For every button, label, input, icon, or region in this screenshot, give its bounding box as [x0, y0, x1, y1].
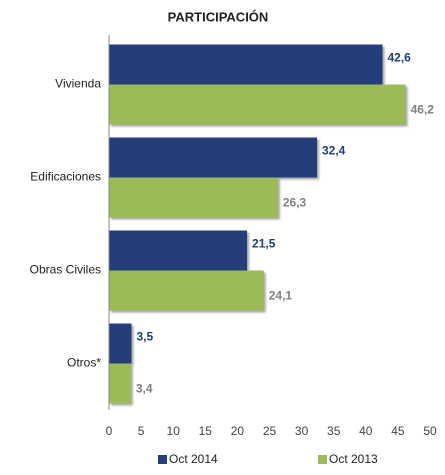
bar [109, 363, 131, 404]
y-tick-label: Vivienda [55, 77, 101, 91]
value-label: 24,1 [269, 289, 293, 303]
x-tick-label: 50 [423, 424, 437, 438]
value-label: 46,2 [411, 103, 435, 117]
chart-title: PARTICIPACIÓN [168, 9, 269, 24]
bar [109, 84, 406, 125]
x-tick-label: 5 [138, 424, 145, 438]
bar [109, 137, 318, 178]
y-tick-label: Edificaciones [30, 170, 101, 184]
bar [109, 270, 264, 311]
value-label: 26,3 [283, 196, 307, 210]
x-tick-label: 10 [167, 424, 181, 438]
bar [109, 323, 132, 364]
legend-swatch [318, 455, 327, 464]
value-label: 3,5 [136, 330, 153, 344]
x-tick-label: 20 [231, 424, 245, 438]
y-tick-label: Obras Civiles [30, 263, 101, 277]
x-tick-label: 40 [359, 424, 373, 438]
value-label: 3,4 [136, 382, 153, 396]
legend-label: Oct 2014 [169, 452, 218, 466]
x-tick-label: 30 [295, 424, 309, 438]
x-tick-label: 0 [106, 424, 113, 438]
x-tick-label: 15 [199, 424, 213, 438]
bar [109, 44, 383, 85]
legend-label: Oct 2013 [329, 452, 378, 466]
value-label: 42,6 [387, 51, 411, 65]
value-label: 32,4 [322, 144, 346, 158]
x-tick-label: 45 [391, 424, 405, 438]
value-label: 21,5 [252, 237, 276, 251]
x-tick-label: 25 [263, 424, 277, 438]
x-tick-label: 35 [327, 424, 341, 438]
legend-swatch [158, 455, 167, 464]
bar [109, 230, 248, 271]
y-tick-label: Otros* [67, 356, 101, 370]
bar [109, 177, 278, 218]
